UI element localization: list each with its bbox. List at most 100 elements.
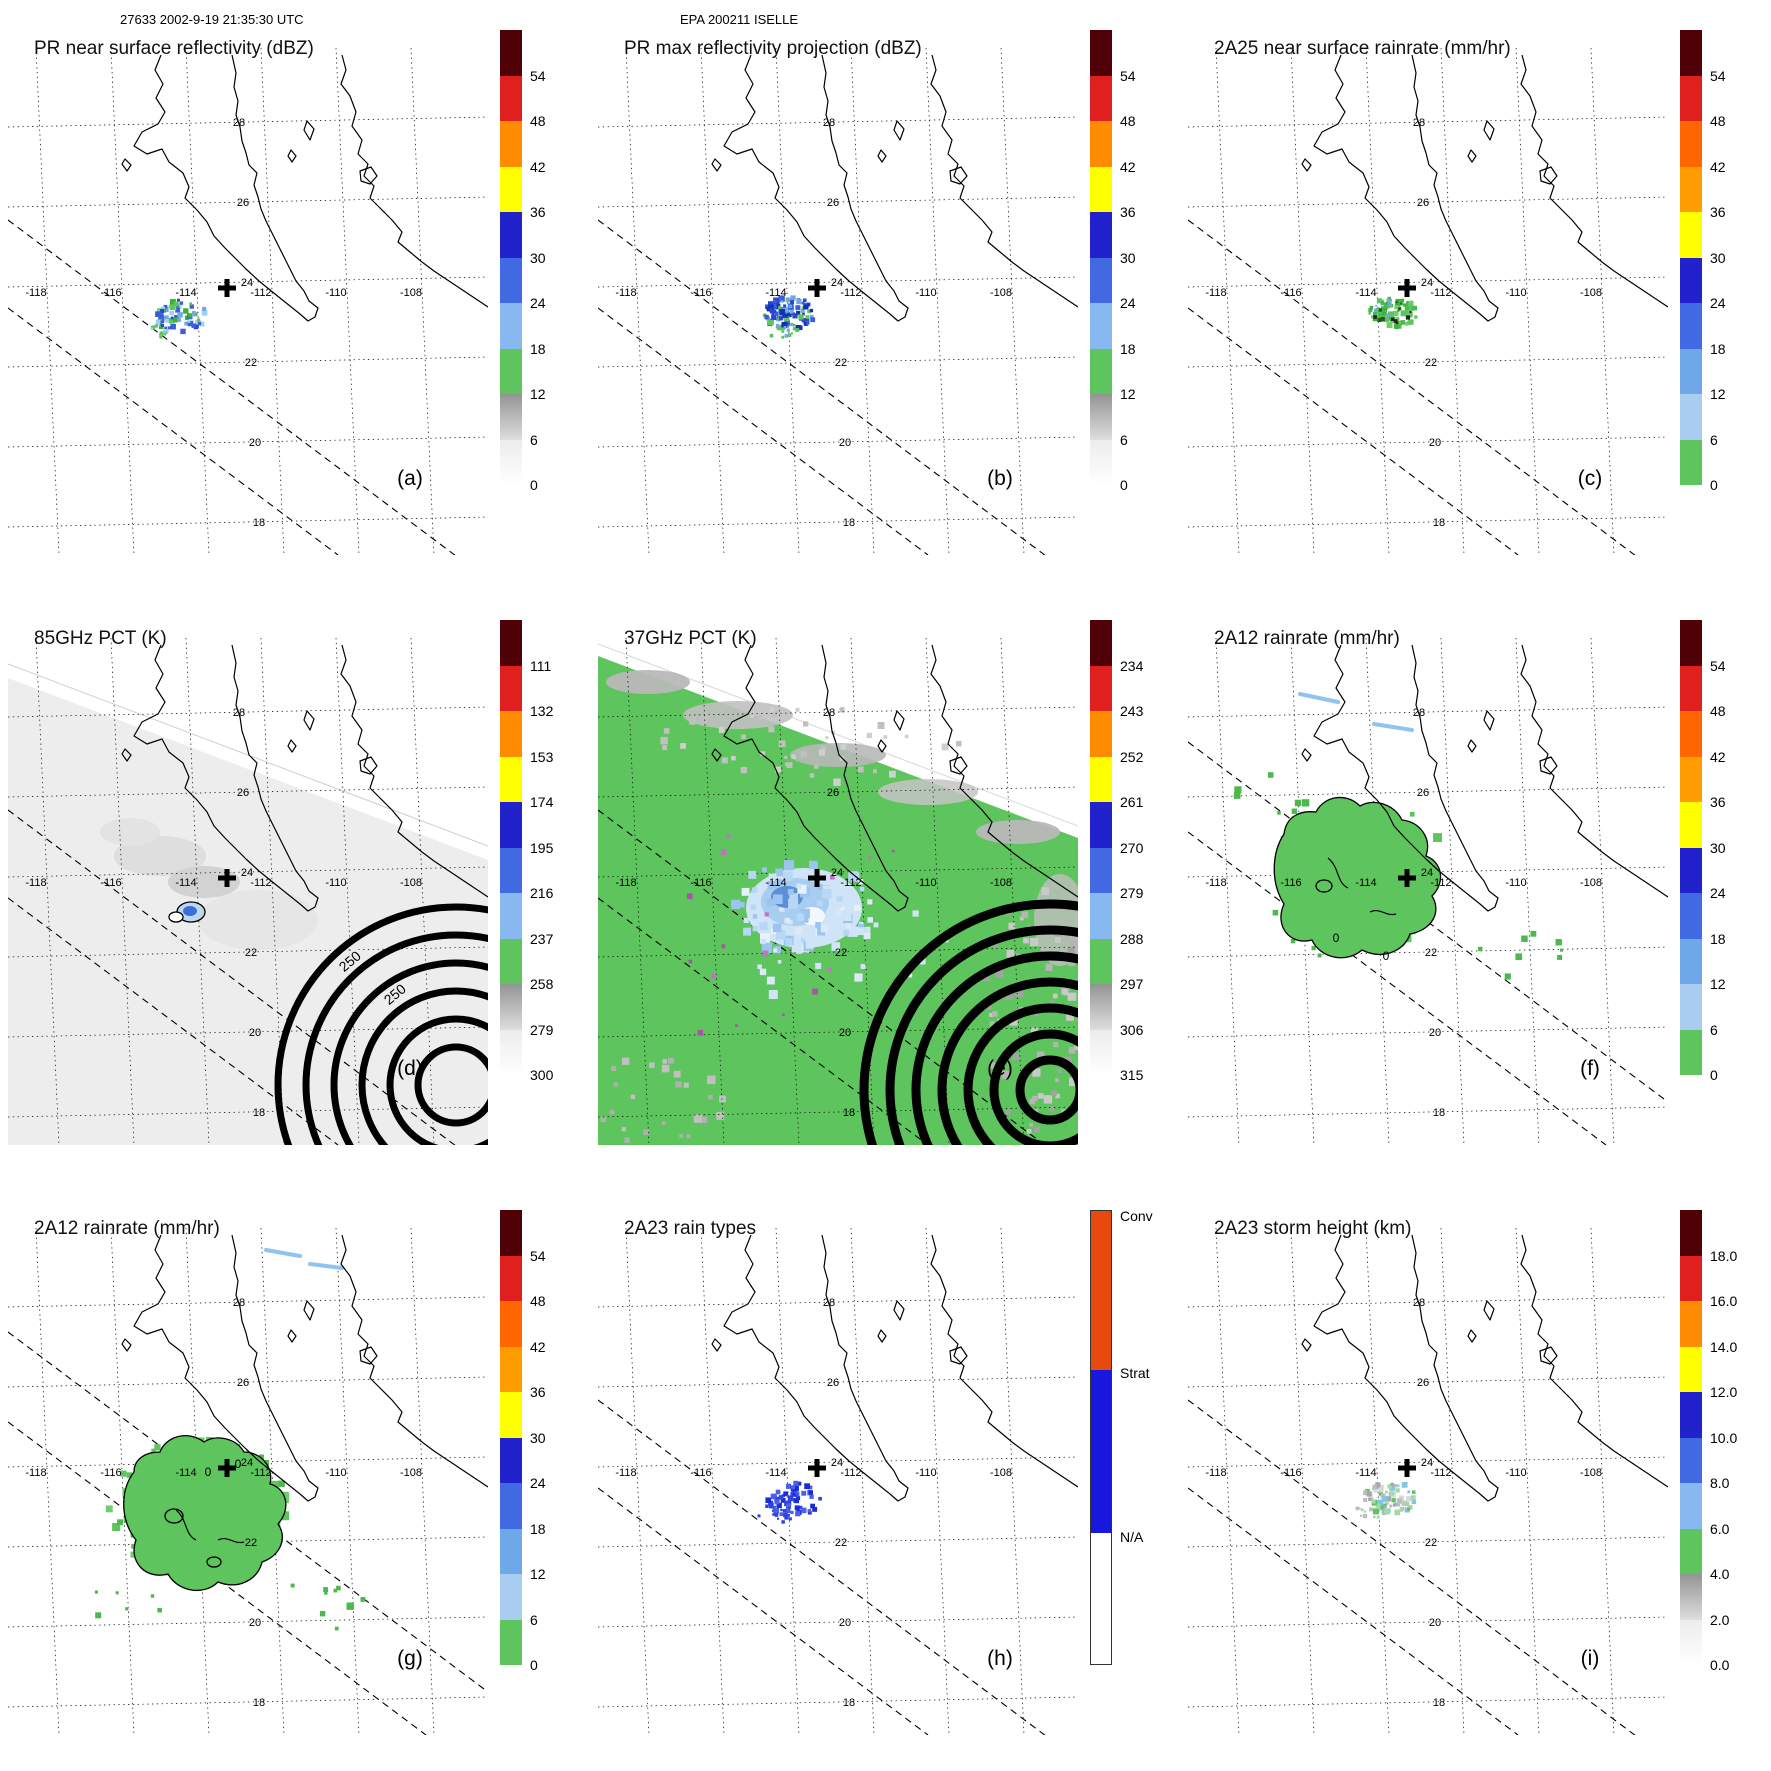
colorbar-tick: 18 bbox=[530, 1520, 546, 1537]
colorbar-segment bbox=[1680, 394, 1702, 440]
colorbar-tick: 30 bbox=[530, 1429, 546, 1446]
latitude-label: 22 bbox=[835, 947, 847, 959]
longitude-label: -110 bbox=[1505, 1467, 1526, 1479]
panel-d: -118 -116 -114 -112 -110 -108 28 26 24 22 20 18 85GH… bbox=[0, 590, 590, 1180]
longitude-label: -112 bbox=[1430, 287, 1451, 299]
colorbar-tick: 16.0 bbox=[1710, 1293, 1738, 1309]
longitude-label: -108 bbox=[400, 1467, 422, 1479]
longitude-label: -114 bbox=[175, 287, 196, 299]
storm-center-cross bbox=[218, 869, 236, 887]
storm-center-cross bbox=[218, 1459, 236, 1477]
mainland-coastline bbox=[930, 644, 1078, 898]
longitude-label: -112 bbox=[1430, 877, 1451, 889]
map-d: -118 -116 -114 -112 -110 -108 28 26 24 22 20 18 85GH… bbox=[8, 628, 488, 1145]
longitude-gridline bbox=[625, 1227, 650, 1735]
island-coastline bbox=[1301, 1338, 1312, 1352]
colorbar-a: 54 48 42 36 30 24 18 12 6 0 bbox=[500, 30, 586, 493]
longitude-label: -112 bbox=[840, 1467, 861, 1479]
latitude-label: 24 bbox=[241, 1457, 253, 1469]
colorbar-tick: 0 bbox=[1710, 1067, 1718, 1083]
field-patch bbox=[790, 743, 886, 767]
colorbar-segment bbox=[500, 303, 522, 349]
panel-g: -118 -116 -114 -112 -110 -108 28 26 24 22 20 18 2A12… bbox=[0, 1180, 590, 1770]
colorbar-tick: 24 bbox=[530, 1475, 546, 1491]
island-coastline bbox=[1539, 756, 1558, 775]
colorbar-segment bbox=[1680, 1301, 1702, 1347]
latitude-gridline bbox=[598, 1696, 1078, 1708]
colorbar-segment bbox=[1090, 984, 1112, 1030]
contour-ring bbox=[937, 977, 1078, 1145]
longitude-gridline bbox=[260, 1227, 285, 1735]
panel-f: -118 -116 -114 -112 -110 -108 28 26 24 22 20 18 2A12… bbox=[1180, 590, 1770, 1180]
longitude-label: -110 bbox=[325, 877, 346, 889]
colorbar-segment bbox=[500, 439, 522, 485]
contour-value-label: 0 bbox=[1333, 931, 1340, 945]
pr-swath-edge-dashed bbox=[598, 219, 1046, 555]
longitude-label: -118 bbox=[615, 877, 636, 889]
longitude-gridline bbox=[335, 47, 360, 555]
longitude-label: -110 bbox=[1505, 287, 1526, 299]
panel-letter: (a) bbox=[397, 467, 423, 490]
rain-area-blob bbox=[1273, 796, 1442, 959]
colorbar-h: Conv Strat N/A bbox=[1090, 1208, 1176, 1665]
latitude-label: 24 bbox=[241, 277, 253, 289]
longitude-label: -118 bbox=[25, 1467, 46, 1479]
longitude-label: -116 bbox=[690, 287, 711, 299]
longitude-gridline bbox=[925, 47, 950, 555]
latitude-gridline bbox=[1188, 1616, 1668, 1628]
colorbar-segment bbox=[1090, 212, 1112, 258]
pr-swath-edge-dashed bbox=[598, 1487, 929, 1735]
latitude-label: 18 bbox=[843, 1697, 855, 1709]
longitude-label: -116 bbox=[100, 877, 121, 889]
contour-value-label: 0 bbox=[235, 1457, 242, 1471]
latitude-gridline bbox=[1188, 516, 1668, 528]
latitude-gridline bbox=[598, 1296, 1078, 1308]
latitude-label: 20 bbox=[839, 437, 851, 449]
longitude-gridline bbox=[850, 47, 875, 555]
colorbar-tick: 48 bbox=[530, 113, 546, 129]
latitude-label: 26 bbox=[237, 787, 249, 799]
baja-coastline bbox=[723, 644, 909, 912]
colorbar-tick: 6 bbox=[1710, 1021, 1718, 1038]
island-coastline bbox=[359, 166, 378, 185]
swath-edge-line bbox=[8, 663, 488, 847]
colorbar-f: 54 48 42 36 30 24 18 12 6 0 bbox=[1680, 620, 1766, 1083]
longitude-gridline bbox=[1440, 637, 1465, 1145]
colorbar-tick: 174 bbox=[530, 794, 554, 810]
colorbar-segment bbox=[1680, 1392, 1702, 1438]
longitude-label: -112 bbox=[840, 287, 861, 299]
latitude-gridline bbox=[8, 706, 488, 718]
colorbar-strip bbox=[500, 620, 522, 1075]
colorbar-tick: 0 bbox=[530, 1657, 538, 1673]
contour-ring bbox=[885, 925, 1078, 1145]
panel-i: -118 -116 -114 -112 -110 -108 28 26 24 22 20 18 2A23… bbox=[1180, 1180, 1770, 1770]
pr-swath-edge-dashed bbox=[1188, 831, 1607, 1145]
longitude-gridline bbox=[775, 1227, 800, 1735]
colorbar-segment bbox=[1680, 1029, 1702, 1075]
storm-blob bbox=[1315, 879, 1333, 893]
colorbar-tick: 6 bbox=[1120, 431, 1128, 448]
island-coastline bbox=[359, 756, 378, 775]
map-b: -118 -116 -114 -112 -110 -108 28 26 24 22 20 18 PR m… bbox=[598, 38, 1078, 555]
colorbar-tick: 30 bbox=[530, 249, 546, 266]
island-coastline bbox=[877, 149, 887, 163]
longitude-gridline bbox=[1000, 1227, 1025, 1735]
colorbar-segment bbox=[1090, 75, 1112, 121]
longitude-label: -108 bbox=[1580, 877, 1602, 889]
latitude-gridline bbox=[1188, 1026, 1668, 1038]
latitude-label: 26 bbox=[237, 1377, 249, 1389]
longitude-label: -110 bbox=[915, 287, 936, 299]
colorbar-tick: 54 bbox=[530, 1247, 546, 1264]
colorbar-segment bbox=[500, 1301, 522, 1347]
latitude-label: 18 bbox=[1433, 1107, 1445, 1119]
colorbar-tick: 42 bbox=[530, 1338, 546, 1355]
colorbar-segment bbox=[1090, 938, 1112, 984]
latitude-gridline bbox=[1188, 946, 1668, 958]
latitude-label: 24 bbox=[241, 867, 253, 879]
longitude-gridline bbox=[625, 637, 650, 1145]
colorbar-segment bbox=[1680, 1346, 1702, 1392]
colorbar-tick: 0 bbox=[1710, 477, 1718, 493]
colorbar-tick: 2.0 bbox=[1710, 1611, 1730, 1628]
colorbar-tick: 0.0 bbox=[1710, 1657, 1730, 1673]
colorbar-segment bbox=[1680, 212, 1702, 258]
